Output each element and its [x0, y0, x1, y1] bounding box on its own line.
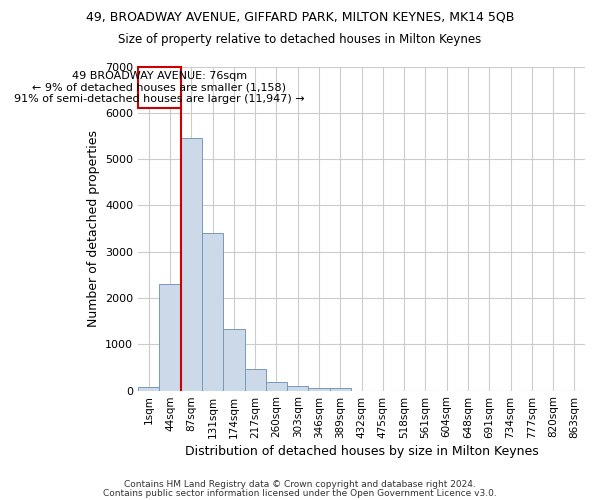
Bar	[138, 387, 160, 390]
Text: 91% of semi-detached houses are larger (11,947) →: 91% of semi-detached houses are larger (…	[14, 94, 305, 104]
Bar	[245, 369, 266, 390]
Bar	[266, 382, 287, 390]
Bar	[181, 138, 202, 390]
Bar	[329, 388, 351, 390]
Text: Size of property relative to detached houses in Milton Keynes: Size of property relative to detached ho…	[118, 32, 482, 46]
Bar	[202, 233, 223, 390]
Bar	[160, 284, 181, 391]
Text: ← 9% of detached houses are smaller (1,158): ← 9% of detached houses are smaller (1,1…	[32, 82, 286, 92]
X-axis label: Distribution of detached houses by size in Milton Keynes: Distribution of detached houses by size …	[185, 444, 538, 458]
Bar	[223, 329, 245, 390]
FancyBboxPatch shape	[138, 66, 181, 108]
Text: 49, BROADWAY AVENUE, GIFFARD PARK, MILTON KEYNES, MK14 5QB: 49, BROADWAY AVENUE, GIFFARD PARK, MILTO…	[86, 10, 514, 23]
Text: Contains HM Land Registry data © Crown copyright and database right 2024.: Contains HM Land Registry data © Crown c…	[124, 480, 476, 489]
Text: Contains public sector information licensed under the Open Government Licence v3: Contains public sector information licen…	[103, 488, 497, 498]
Bar	[308, 388, 329, 390]
Text: 49 BROADWAY AVENUE: 76sqm: 49 BROADWAY AVENUE: 76sqm	[72, 70, 247, 81]
Y-axis label: Number of detached properties: Number of detached properties	[86, 130, 100, 327]
Bar	[287, 386, 308, 390]
